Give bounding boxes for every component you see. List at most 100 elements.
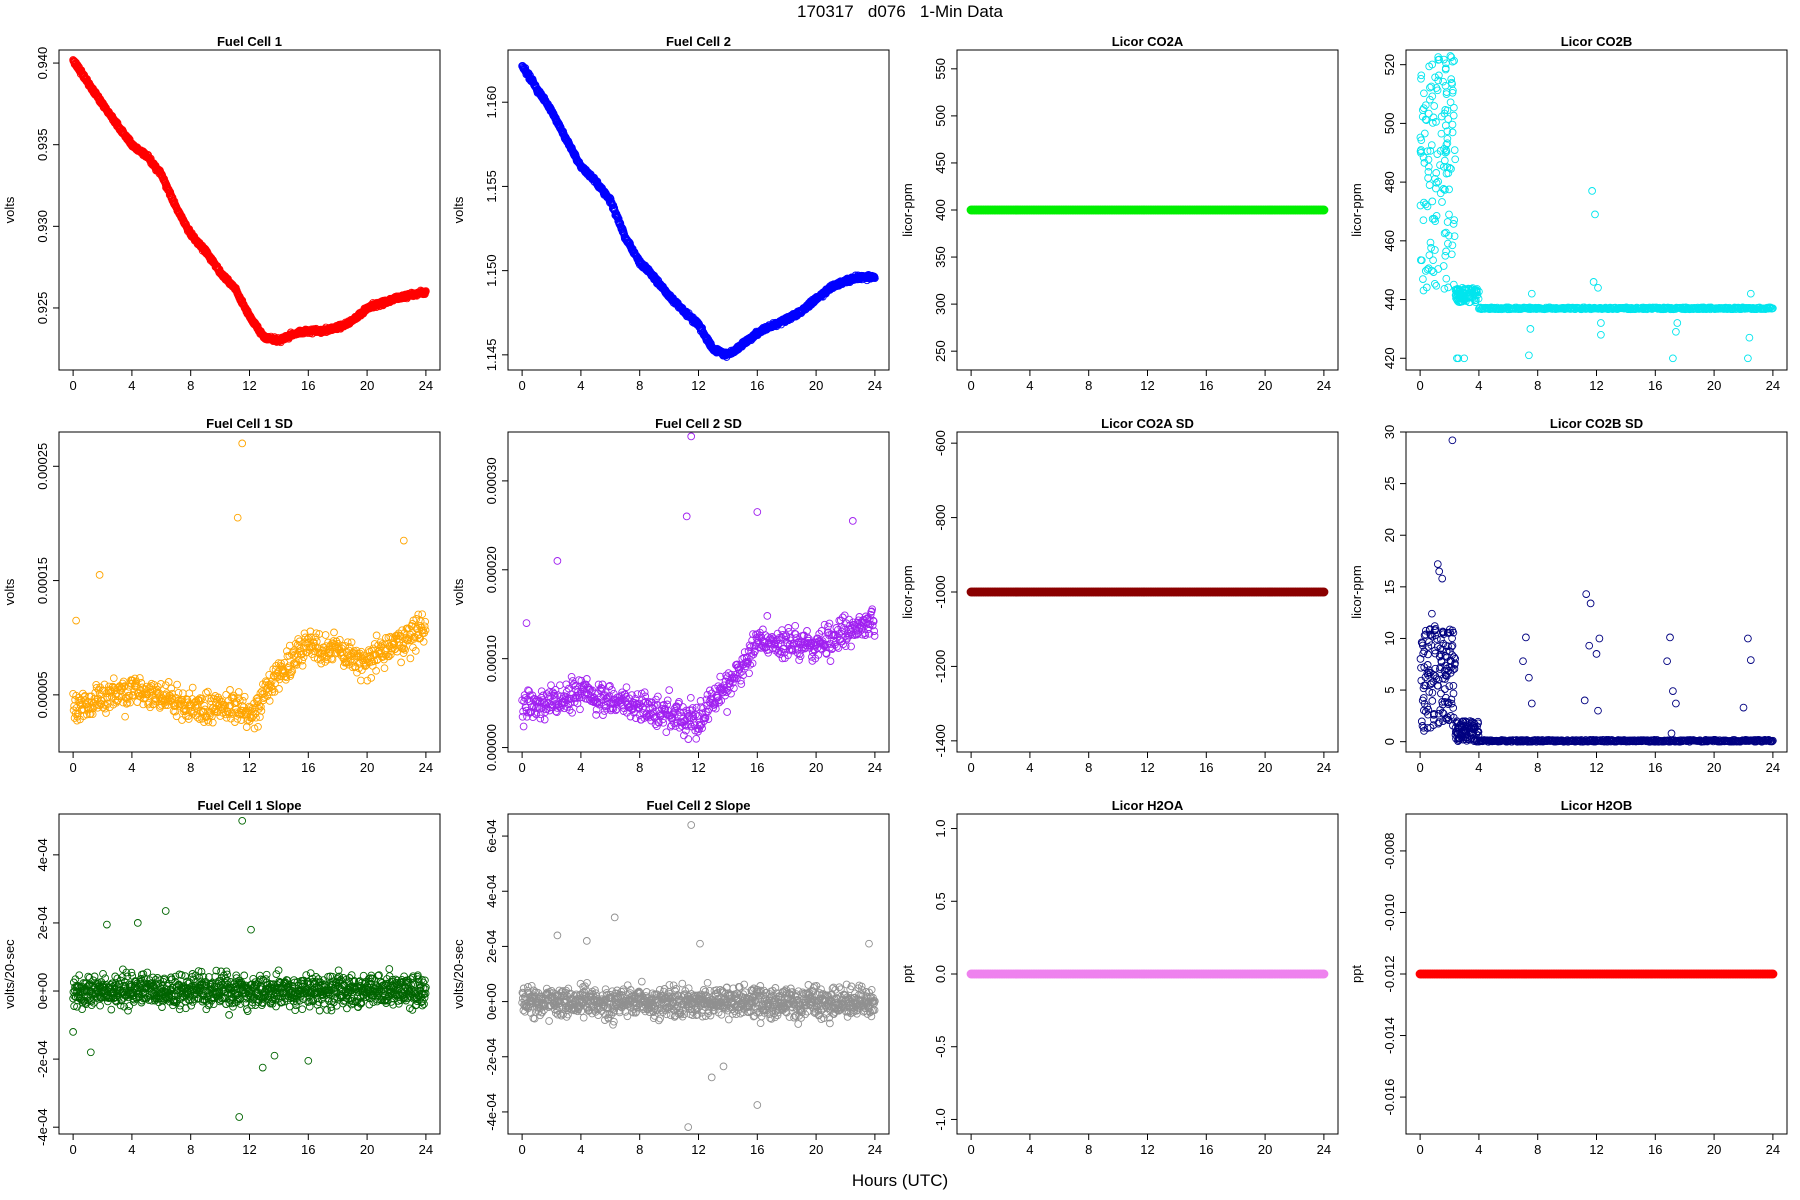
data-point: [406, 654, 415, 663]
data-point: [1669, 354, 1677, 363]
x-tick-label: 0: [518, 760, 525, 775]
y-axis-label: volts: [2, 578, 17, 605]
panel-title: Licor CO2A: [1112, 34, 1184, 49]
data-point: [1450, 146, 1459, 154]
data-point: [1673, 319, 1682, 327]
x-tick-label: 0: [69, 378, 76, 393]
x-tick-label: 16: [1648, 378, 1662, 393]
y-tick-label: 0.935: [35, 128, 50, 161]
data-point: [1526, 325, 1535, 333]
data-point: [188, 683, 197, 692]
data-point: [1597, 330, 1605, 339]
x-tick-label: 20: [1258, 378, 1272, 393]
data-point: [1444, 239, 1452, 248]
data-point: [421, 617, 430, 626]
x-tick-label: 0: [1416, 378, 1423, 393]
x-tick-label: 20: [809, 760, 823, 775]
panel-title: Fuel Cell 2: [666, 34, 731, 49]
x-tick-label: 16: [1199, 378, 1213, 393]
y-tick-label: 0.00030: [484, 457, 499, 504]
data-point: [372, 666, 380, 675]
y-tick-label: 1.150: [484, 254, 499, 287]
panel-title: Fuel Cell 1: [217, 34, 282, 49]
y-tick-label: 1.160: [484, 86, 499, 119]
y-tick-label: 1.155: [484, 170, 499, 203]
x-tick-label: 4: [128, 760, 135, 775]
x-tick-label: 4: [1475, 378, 1482, 393]
data-point: [1746, 289, 1755, 298]
x-tick-label: 8: [636, 378, 643, 393]
data-point: [1433, 86, 1442, 95]
x-tick-label: 24: [1766, 378, 1780, 393]
panel-title: Fuel Cell 1 SD: [206, 416, 293, 431]
data-point: [1429, 256, 1437, 265]
data-point: [1430, 102, 1439, 110]
data-point: [599, 711, 607, 719]
data-point: [1425, 181, 1434, 189]
data-point: [418, 610, 427, 619]
plot-frame: [1405, 49, 1788, 371]
data-point: [193, 713, 202, 722]
data-point: [1672, 327, 1680, 336]
data-point: [240, 692, 249, 701]
x-tick-label: 4: [577, 760, 584, 775]
x-tick-label: 12: [1589, 378, 1603, 393]
panel-title: Licor CO2B: [1561, 34, 1633, 49]
data-point: [208, 718, 217, 727]
data-point: [663, 696, 672, 705]
data-point: [330, 628, 338, 637]
data-point: [1594, 283, 1602, 292]
data-point: [1525, 351, 1533, 360]
data-point: [1527, 289, 1536, 298]
data-point: [1424, 109, 1433, 118]
data-point: [1420, 89, 1428, 98]
data-point: [1432, 281, 1441, 290]
y-tick-label: 450: [933, 152, 948, 174]
y-tick-label: 420: [1382, 347, 1397, 369]
data-point: [397, 658, 405, 667]
y-tick-label: 0.00025: [35, 443, 50, 490]
x-tick-label: 0: [967, 378, 974, 393]
data-point: [179, 689, 187, 698]
data-point: [1591, 210, 1599, 219]
data-point: [1445, 210, 1453, 219]
data-point: [1450, 103, 1458, 112]
data-point: [1428, 197, 1437, 206]
y-tick-label: 350: [933, 246, 948, 268]
x-tick-label: 4: [1026, 378, 1033, 393]
data-point: [1442, 247, 1450, 256]
data-point: [1419, 275, 1427, 283]
data-point: [1589, 278, 1598, 286]
data-point: [1430, 279, 1439, 288]
x-tick-label: 20: [809, 378, 823, 393]
data-point: [72, 616, 80, 625]
data-point: [540, 715, 549, 724]
data-point: [1444, 283, 1453, 292]
x-tick-label: 24: [419, 760, 433, 775]
data-point: [1440, 156, 1449, 165]
data-point: [173, 680, 181, 689]
data-point: [372, 631, 381, 640]
data-point: [380, 664, 389, 673]
y-axis-label: licor-ppm: [900, 183, 915, 236]
y-tick-label: 480: [1382, 171, 1397, 193]
y-tick-label: 0.930: [35, 210, 50, 243]
x-tick-label: 0: [69, 760, 76, 775]
data-point: [1745, 333, 1754, 342]
x-tick-label: 24: [419, 378, 433, 393]
data-point: [1442, 274, 1451, 283]
y-tick-label: 0.00010: [484, 635, 499, 682]
data-point: [204, 687, 212, 696]
data-point: [109, 674, 118, 683]
x-tick-label: 12: [242, 760, 256, 775]
x-tick-label: 20: [360, 760, 374, 775]
data-point: [1597, 319, 1605, 327]
y-tick-label: 0.00015: [35, 557, 50, 604]
data-point: [1438, 198, 1446, 206]
data-point: [692, 734, 701, 743]
data-point: [665, 686, 674, 694]
data-point: [1588, 187, 1596, 195]
